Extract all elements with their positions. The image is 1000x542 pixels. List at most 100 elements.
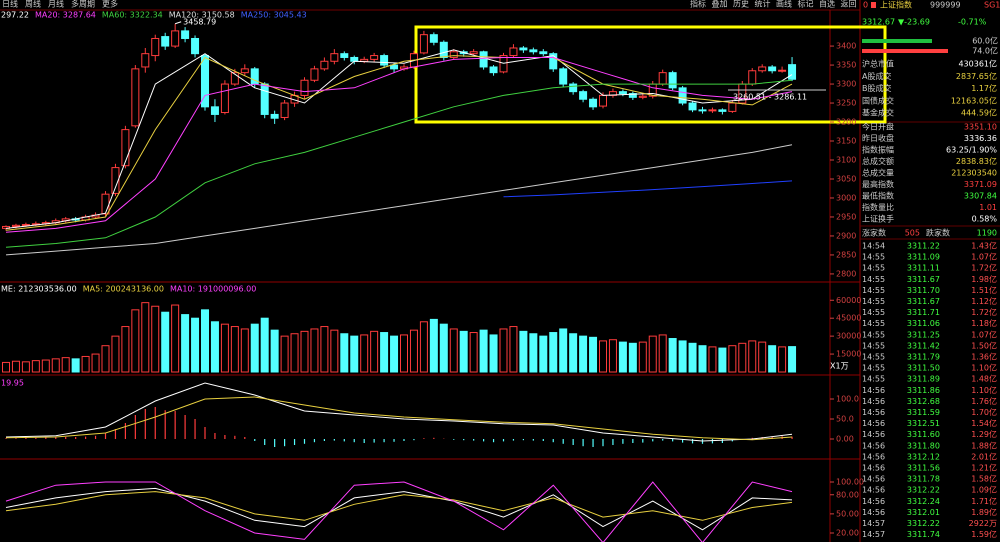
candle-body [618, 91, 627, 95]
stat-value: 63.25/1.90% [946, 146, 997, 155]
y-tick-label: 3250 [836, 99, 856, 108]
volume-bar [718, 347, 727, 373]
tick-volume: 1.10亿 [971, 385, 997, 395]
tick-time: 14:56 [862, 508, 885, 517]
tick-price: 3312.24 [907, 497, 940, 506]
candle-body [171, 30, 180, 47]
candle-body [778, 69, 787, 72]
y-tick-label: 3300 [836, 80, 856, 89]
down-count: 1190 [977, 229, 997, 238]
candle-body [758, 66, 767, 72]
volume-bar [41, 359, 50, 373]
tick-volume: 1.12亿 [971, 296, 997, 306]
toolbar-button[interactable]: 画线 [776, 0, 792, 9]
candle-body [11, 224, 20, 227]
volume-bar [648, 335, 657, 373]
toolbar-button[interactable]: 更多 [102, 0, 118, 9]
tick-volume: 1.72亿 [971, 263, 997, 273]
candle-body [449, 51, 458, 58]
stat-label: 昨日收盘 [862, 133, 894, 143]
volume-bar [370, 330, 379, 373]
tick-volume: 1.43亿 [971, 241, 997, 251]
tick-time: 14:55 [862, 275, 885, 284]
candle-body [559, 68, 568, 85]
volume-bar [210, 321, 219, 373]
toolbar-button[interactable]: 历史 [733, 0, 749, 9]
annotation: 3260.51 - 3286.11 [733, 93, 807, 102]
volume-bar [181, 314, 190, 373]
toolbar-button[interactable]: 统计 [755, 0, 771, 9]
candle-body [668, 72, 677, 89]
candle-body [131, 68, 140, 127]
indicator-line [5, 487, 793, 531]
toolbar-button[interactable]: 多周期 [71, 0, 95, 9]
tick-price: 3311.79 [907, 353, 940, 362]
indicator-line [5, 57, 793, 233]
last-price: 3312.67 [862, 18, 895, 27]
y-tick-label: 100.00 [836, 477, 864, 486]
price-change-pct: -0.71% [958, 18, 987, 27]
volume-bar [360, 334, 369, 373]
tick-price: 3311.56 [907, 464, 940, 473]
volume-bar [400, 334, 408, 373]
tick-time: 14:57 [862, 519, 885, 528]
volume-bar [559, 328, 568, 373]
candle-body [748, 70, 757, 85]
indicator-line [5, 144, 793, 256]
volume-bar [191, 317, 200, 373]
toolbar-button[interactable]: 周线 [25, 0, 41, 9]
tick-volume: 1.36亿 [971, 352, 997, 362]
volume-bar [479, 329, 488, 373]
indicator-line [5, 491, 793, 521]
candle-body [181, 30, 190, 39]
volume-bar [459, 330, 468, 373]
volume-bar [748, 340, 757, 373]
tick-volume: 1.29亿 [971, 429, 997, 439]
candle-body [658, 72, 667, 85]
stat-label: 最高指数 [862, 179, 894, 189]
toolbar-button[interactable]: 指标 [690, 0, 706, 9]
price-change: ▼-23.69 [898, 18, 930, 27]
stat-value: 3307.84 [964, 192, 997, 201]
legend-entry: MA60: 3322.34 [102, 11, 163, 20]
stat-label: 总成交额 [862, 156, 894, 166]
tick-volume: 1.88亿 [971, 440, 997, 450]
toolbar-button[interactable]: 标记 [798, 0, 814, 9]
toolbar-button[interactable]: 自选 [819, 0, 835, 9]
candle-body [788, 64, 797, 80]
candle-body [111, 167, 120, 194]
toolbar-button[interactable]: 日线 [2, 0, 18, 9]
toolbar-button[interactable]: 月线 [48, 0, 64, 9]
candle-body [240, 68, 249, 74]
volume-bar [2, 361, 10, 373]
tick-time: 14:56 [862, 419, 885, 428]
tick-volume: 1.07亿 [971, 329, 997, 339]
legend-entry: MA120: 3150.58 [169, 11, 235, 20]
candle-body [390, 64, 399, 70]
volume-bar [101, 345, 110, 373]
stock-name: 上证指数 [880, 0, 912, 10]
toolbar-button[interactable]: 叠加 [712, 0, 728, 9]
annotation-pointer [174, 21, 182, 25]
tick-volume: 1.50亿 [971, 340, 997, 350]
candle-body [489, 66, 498, 74]
tick-time: 14:56 [862, 464, 885, 473]
tick-time: 14:55 [862, 297, 885, 306]
candle-body [370, 55, 379, 60]
y-tick-label: 2900 [836, 231, 856, 240]
tick-price: 3311.06 [907, 319, 940, 328]
up-label: 涨家数 [862, 228, 886, 238]
toolbar-button[interactable]: 返回 [841, 0, 857, 9]
tick-time: 14:56 [862, 441, 885, 450]
candle-body [479, 51, 488, 68]
candle-body [509, 47, 518, 57]
volume-bar [151, 305, 160, 373]
candle-body [519, 47, 528, 51]
candle-body [768, 66, 777, 72]
stat-value: 2838.83亿 [956, 156, 997, 166]
candle-body [708, 109, 717, 112]
volume-bar [111, 335, 120, 373]
tick-time: 14:55 [862, 364, 885, 373]
legend-entry: ME: 212303536.00 [1, 285, 77, 294]
down-label: 跌家数 [926, 228, 950, 238]
